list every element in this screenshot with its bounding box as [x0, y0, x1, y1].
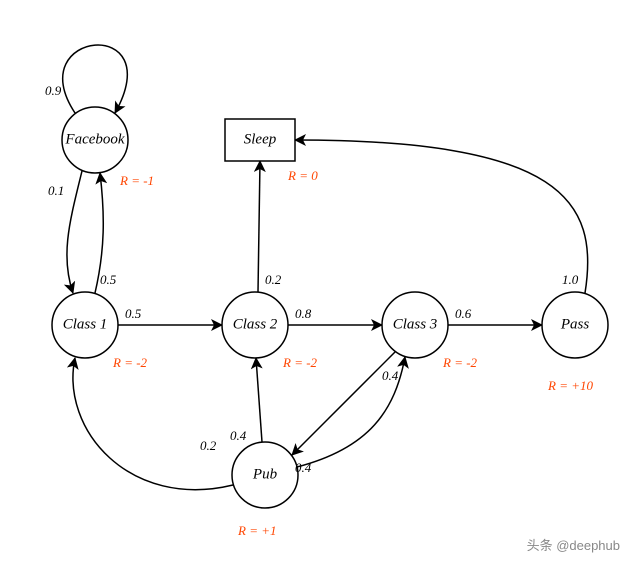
edge-prob-fb-c1: 0.1	[48, 183, 64, 198]
edge-prob-c2-c3: 0.8	[295, 306, 312, 321]
reward-class3: R = -2	[442, 355, 478, 370]
reward-pass: R = +10	[547, 378, 593, 393]
node-label-class3: Class 3	[393, 316, 438, 332]
labels-layer: 0.9 0.1 0.5 0.5 0.2 0.8 0.6 0.4 1.0 0.2 0.4 0.4 R = …	[45, 83, 593, 538]
edge-c2-sleep	[258, 161, 260, 292]
edge-prob-c2-sleep: 0.2	[265, 272, 282, 287]
reward-class1: R = -2	[112, 355, 148, 370]
edge-prob-pub-c3: 0.4	[295, 460, 312, 475]
reward-facebook: R = -1	[119, 173, 154, 188]
edge-prob-fb-self: 0.9	[45, 83, 62, 98]
edge-pub-c2	[256, 358, 262, 442]
node-label-pub: Pub	[252, 466, 278, 482]
edge-prob-c3-pub: 0.4	[382, 368, 399, 383]
node-label-sleep: Sleep	[244, 131, 277, 147]
edge-prob-c1-c2: 0.5	[125, 306, 142, 321]
edge-prob-c1-fb: 0.5	[100, 272, 117, 287]
node-label-pass: Pass	[560, 316, 590, 332]
edge-prob-pass-sleep: 1.0	[562, 272, 579, 287]
edge-fb-self	[63, 45, 128, 113]
edge-prob-c3-pass: 0.6	[455, 306, 472, 321]
reward-class2: R = -2	[282, 355, 318, 370]
reward-sleep: R = 0	[287, 168, 318, 183]
edges-layer	[63, 45, 588, 490]
node-label-class2: Class 2	[233, 316, 278, 332]
edge-pub-c1	[73, 358, 233, 490]
watermark-text: 头条 @deephub	[527, 538, 620, 553]
edge-fb-c1	[67, 171, 82, 293]
node-label-class1: Class 1	[63, 316, 108, 332]
reward-pub: R = +1	[237, 523, 277, 538]
node-label-facebook: Facebook	[64, 131, 124, 147]
edge-prob-pub-c2: 0.4	[230, 428, 247, 443]
edge-prob-pub-c1: 0.2	[200, 438, 217, 453]
edge-pass-sleep	[295, 140, 588, 293]
